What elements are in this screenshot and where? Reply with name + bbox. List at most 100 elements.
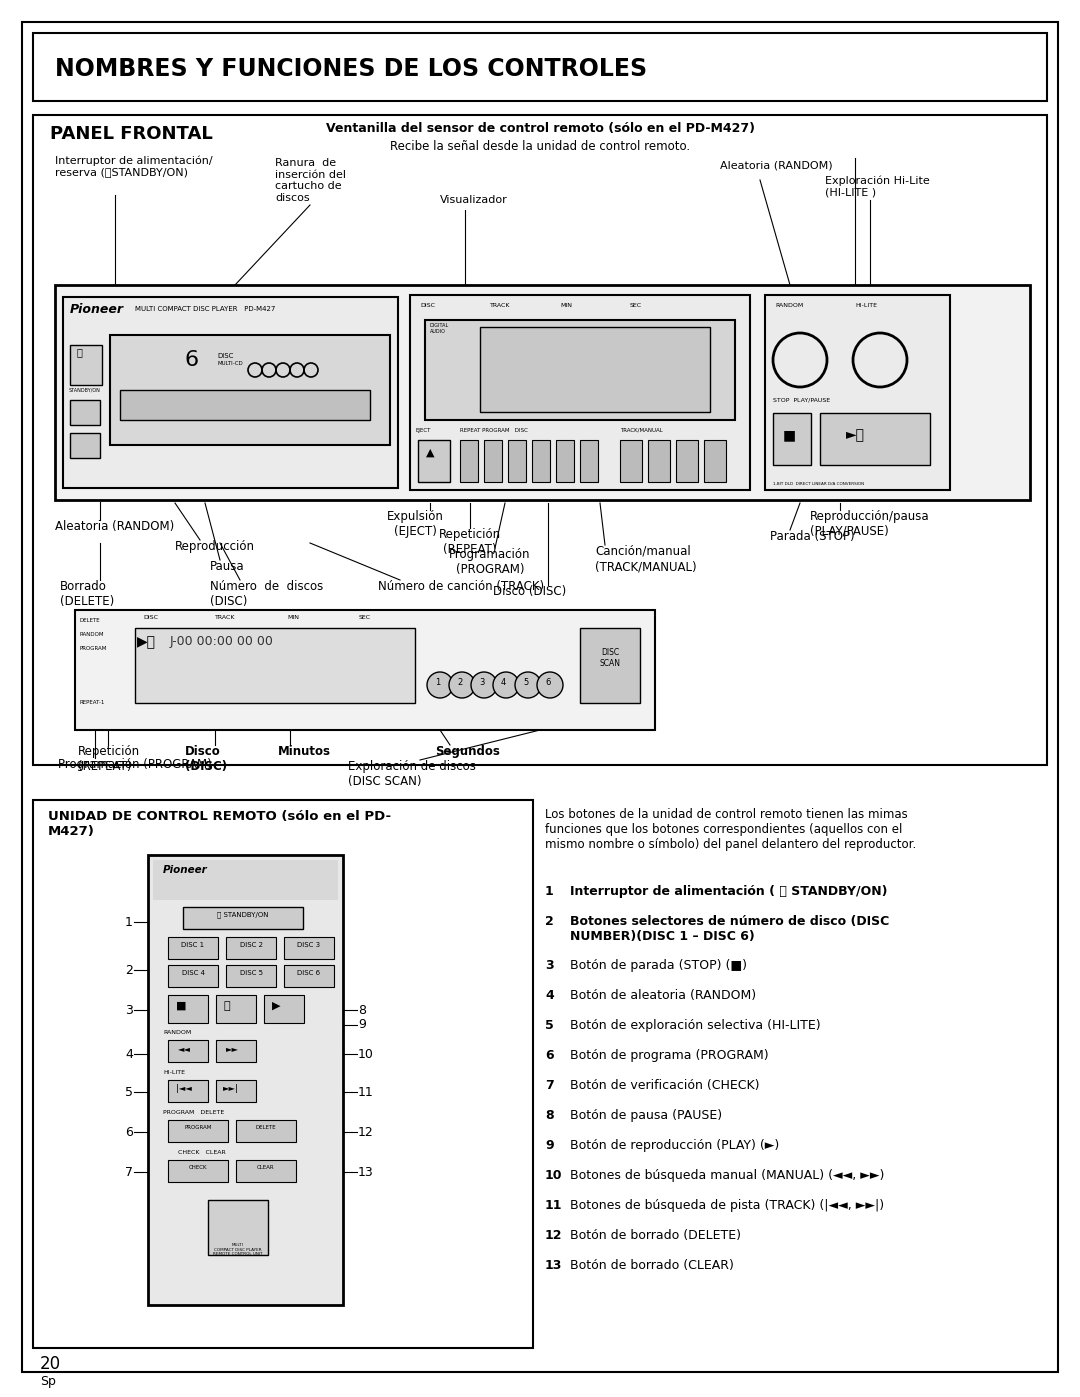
Text: Recibe la señal desde la unidad de control remoto.: Recibe la señal desde la unidad de contr… (390, 140, 690, 154)
Bar (70, 345, 102, 386)
Bar (168, 937, 218, 958)
Text: 13: 13 (545, 1259, 563, 1273)
Text: |◄◄: |◄◄ (176, 1084, 192, 1092)
Text: ►►: ►► (226, 1044, 239, 1053)
Bar (135, 629, 415, 703)
Bar (110, 335, 390, 446)
Text: J-00 00:00 00 00: J-00 00:00 00 00 (170, 636, 274, 648)
Bar (580, 440, 598, 482)
Text: 12: 12 (357, 1126, 374, 1139)
Text: 10: 10 (545, 1169, 563, 1182)
Text: HI-LITE: HI-LITE (163, 1070, 185, 1076)
Text: STANDBY/ON: STANDBY/ON (69, 388, 100, 393)
Text: 4: 4 (501, 678, 507, 687)
Text: Pausa: Pausa (210, 560, 245, 573)
Bar (75, 610, 654, 731)
Bar (532, 440, 550, 482)
Text: Ventanilla del sensor de control remoto (sólo en el PD-M427): Ventanilla del sensor de control remoto … (325, 122, 755, 136)
Bar (410, 295, 750, 490)
Text: 1-BIT DLD  DIRECT LINEAR D/A CONVERSION: 1-BIT DLD DIRECT LINEAR D/A CONVERSION (773, 482, 864, 486)
Text: Botones de búsqueda manual (MANUAL) (◄◄, ►►): Botones de búsqueda manual (MANUAL) (◄◄,… (570, 1169, 885, 1182)
Text: ⏻ STANDBY/ON: ⏻ STANDBY/ON (217, 911, 269, 918)
Text: Botón de borrado (DELETE): Botón de borrado (DELETE) (570, 1229, 741, 1242)
Circle shape (492, 672, 519, 698)
Bar (70, 400, 100, 425)
Text: Aleatoria (RANDOM): Aleatoria (RANDOM) (55, 520, 174, 534)
Bar (765, 295, 950, 490)
Bar (148, 855, 343, 1305)
Bar (418, 440, 450, 482)
Text: Programación
(PROGRAM): Programación (PROGRAM) (449, 548, 530, 576)
Bar (120, 390, 370, 420)
Text: 7: 7 (125, 1165, 133, 1179)
Bar (216, 995, 256, 1023)
Text: Repetición
(REPEAT): Repetición (REPEAT) (78, 745, 140, 773)
Text: Botón de exploración selectiva (HI-LITE): Botón de exploración selectiva (HI-LITE) (570, 1018, 821, 1032)
Text: Segundos: Segundos (435, 745, 500, 759)
Text: Programación (PROGRAM): Programación (PROGRAM) (58, 759, 212, 771)
Text: Borrado
(DELETE): Borrado (DELETE) (60, 580, 114, 608)
Bar (33, 115, 1047, 766)
Bar (168, 1080, 208, 1102)
Text: DISC: DISC (420, 303, 435, 307)
Text: MULTI
COMPACT DISC PLAYER
REMOTE CONTROL UNIT: MULTI COMPACT DISC PLAYER REMOTE CONTROL… (213, 1243, 262, 1256)
Text: REPEAT-1: REPEAT-1 (80, 700, 106, 705)
Bar (426, 320, 735, 420)
Circle shape (471, 672, 497, 698)
Text: Botón de verificación (CHECK): Botón de verificación (CHECK) (570, 1078, 759, 1092)
Text: TRACK: TRACK (490, 303, 511, 307)
Bar (556, 440, 573, 482)
Circle shape (537, 672, 563, 698)
Text: CHECK   CLEAR: CHECK CLEAR (178, 1150, 226, 1155)
Circle shape (427, 672, 453, 698)
Text: PROGRAM   DELETE: PROGRAM DELETE (163, 1111, 225, 1115)
Text: Los botones de la unidad de control remoto tienen las mimas
funciones que los bo: Los botones de la unidad de control remo… (545, 807, 916, 851)
Bar (226, 965, 276, 988)
Text: Reproducción/pausa
(PLAY/PAUSE): Reproducción/pausa (PLAY/PAUSE) (810, 510, 930, 538)
Text: ▶⏸: ▶⏸ (137, 636, 156, 650)
Text: 3: 3 (545, 958, 554, 972)
Text: 11: 11 (545, 1199, 563, 1213)
Text: 3: 3 (125, 1003, 133, 1017)
Bar (284, 965, 334, 988)
Text: NOMBRES Y FUNCIONES DE LOS CONTROLES: NOMBRES Y FUNCIONES DE LOS CONTROLES (55, 57, 647, 81)
Text: PROGRAM: PROGRAM (80, 645, 107, 651)
Text: Botón de borrado (CLEAR): Botón de borrado (CLEAR) (570, 1259, 734, 1273)
Text: Botones de búsqueda de pista (TRACK) (|◄◄, ►►|): Botones de búsqueda de pista (TRACK) (|◄… (570, 1199, 885, 1213)
Text: 2: 2 (125, 964, 133, 977)
Text: 6: 6 (545, 1049, 554, 1062)
Bar (676, 440, 698, 482)
Bar (216, 1039, 256, 1062)
Bar (63, 298, 399, 488)
Text: 3: 3 (480, 678, 484, 687)
Text: DISC: DISC (143, 615, 158, 620)
Text: PROGRAM: PROGRAM (185, 1125, 212, 1130)
Bar (168, 1160, 228, 1182)
Text: ■: ■ (783, 427, 796, 441)
Text: CHECK: CHECK (189, 1165, 207, 1171)
Text: DISC 4: DISC 4 (181, 970, 204, 977)
Text: DELETE: DELETE (80, 617, 100, 623)
Bar (208, 1200, 268, 1255)
Bar (704, 440, 726, 482)
Text: Pioneer: Pioneer (70, 303, 124, 316)
Bar (55, 285, 1030, 500)
Bar (168, 1039, 208, 1062)
Text: DISC 3: DISC 3 (297, 942, 321, 949)
Text: Reproducción: Reproducción (175, 541, 255, 553)
Text: ►►|: ►►| (222, 1084, 239, 1092)
Text: HI-LITE: HI-LITE (855, 303, 877, 307)
Text: 2: 2 (545, 915, 554, 928)
Text: ▲: ▲ (426, 448, 434, 458)
Text: Interruptor de alimentación ( ⏻ STANDBY/ON): Interruptor de alimentación ( ⏻ STANDBY/… (570, 886, 888, 898)
Text: UNIDAD DE CONTROL REMOTO (sólo en el PD-
M427): UNIDAD DE CONTROL REMOTO (sólo en el PD-… (48, 810, 391, 838)
Bar (216, 1080, 256, 1102)
Text: Interruptor de alimentación/
reserva (ⒸSTANDBY/ON): Interruptor de alimentación/ reserva (ⒸS… (55, 155, 213, 177)
Bar (168, 995, 208, 1023)
Text: 5: 5 (545, 1018, 554, 1032)
Circle shape (515, 672, 541, 698)
Text: Pioneer: Pioneer (163, 865, 207, 875)
Bar (460, 440, 478, 482)
Text: Botón de pausa (PAUSE): Botón de pausa (PAUSE) (570, 1109, 723, 1122)
Text: RANDOM: RANDOM (775, 303, 804, 307)
